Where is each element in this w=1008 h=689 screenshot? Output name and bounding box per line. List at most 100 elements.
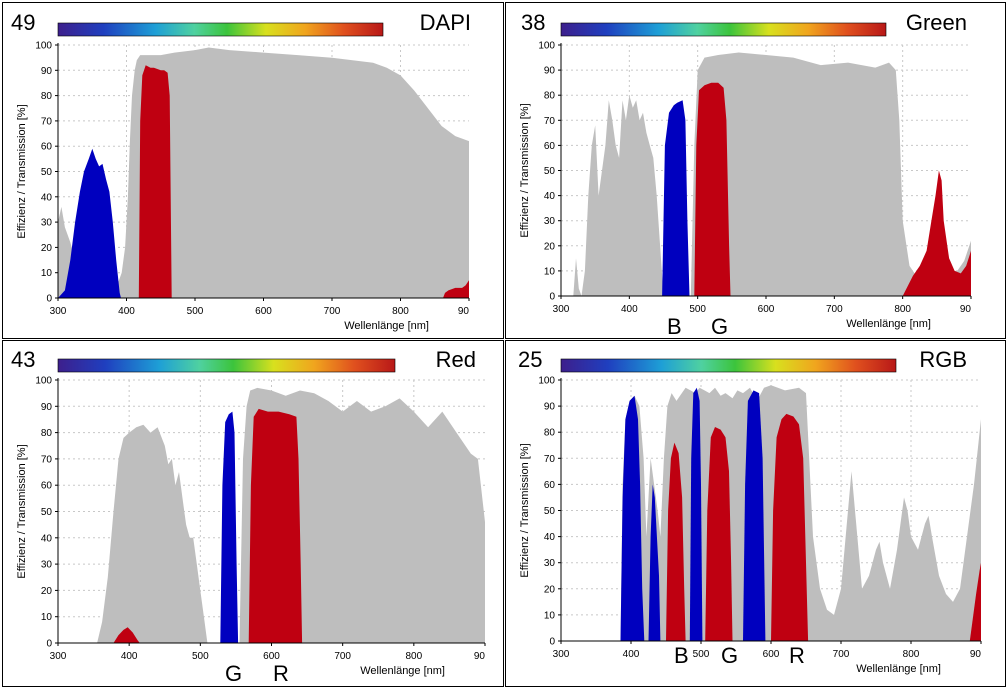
x-tick-label: 300 xyxy=(50,651,67,662)
x-tick-label: 90 xyxy=(960,304,972,315)
series-emission-red xyxy=(694,82,731,296)
series-emission-red xyxy=(248,408,303,643)
y-tick-label: 0 xyxy=(46,294,52,305)
y-tick-label: 10 xyxy=(41,268,53,279)
series-emission-red xyxy=(771,413,809,641)
chart-svg: 0 10 20 30 40 50 60 70 80 90 100 300 400 500 600 700 800… xyxy=(16,22,470,332)
x-tick-label: 800 xyxy=(894,304,911,315)
y-tick-label: 40 xyxy=(544,532,556,543)
y-tick-label: 40 xyxy=(41,533,53,544)
y-tick-label: 30 xyxy=(544,558,556,569)
y-tick-label: 100 xyxy=(35,376,52,387)
series-emission-red xyxy=(138,65,172,298)
chart-panel-rgb: 0 10 20 30 40 50 60 70 80 90 100 300 400 500 600 700 800… xyxy=(505,340,1006,687)
x-tick-label: 400 xyxy=(118,306,135,317)
x-tick-label: 600 xyxy=(255,306,272,317)
x-axis-label: Wellenlänge [nm] xyxy=(856,663,941,675)
y-tick-label: 80 xyxy=(41,428,53,439)
filter-name: Red xyxy=(435,347,476,372)
channel-label-g: G xyxy=(711,314,729,339)
x-tick-label: 700 xyxy=(833,649,850,660)
filter-number: 25 xyxy=(518,347,543,372)
y-axis-label: Effizienz / Transmission [%] xyxy=(16,104,28,238)
channel-label-b: B xyxy=(674,643,689,668)
channel-label-g: G xyxy=(225,661,243,686)
y-tick-label: 80 xyxy=(544,91,556,102)
y-tick-label: 0 xyxy=(549,637,555,648)
y-tick-label: 10 xyxy=(544,610,556,621)
series-transmission-gray xyxy=(573,52,971,296)
y-tick-label: 90 xyxy=(544,402,556,413)
y-tick-label: 30 xyxy=(41,560,53,571)
y-tick-label: 50 xyxy=(41,167,53,178)
y-tick-label: 50 xyxy=(544,506,556,517)
y-tick-label: 100 xyxy=(538,376,555,387)
filter-number: 38 xyxy=(521,10,546,35)
x-tick-label: 700 xyxy=(826,304,843,315)
chart-panel-dapi: 0 10 20 30 40 50 60 70 80 90 100 300 400 500 600 700 800… xyxy=(2,2,504,339)
y-tick-label: 60 xyxy=(544,141,556,152)
y-tick-label: 30 xyxy=(41,218,53,229)
y-tick-label: 90 xyxy=(41,66,53,77)
x-tick-label: 800 xyxy=(903,649,920,660)
y-tick-label: 20 xyxy=(41,586,53,597)
y-tick-label: 10 xyxy=(544,266,556,277)
spectrum-bar xyxy=(560,22,887,37)
x-axis-label: Wellenlänge [nm] xyxy=(360,665,445,677)
x-tick-label: 300 xyxy=(50,306,67,317)
series-emission-red xyxy=(705,427,733,641)
x-tick-label: 600 xyxy=(763,649,780,660)
y-tick-label: 0 xyxy=(549,292,555,303)
x-tick-label: 90 xyxy=(474,651,486,662)
y-tick-label: 100 xyxy=(538,41,555,52)
chart-svg: 0 10 20 30 40 50 60 70 80 90 100 300 400 500 600 700 800… xyxy=(519,22,972,330)
chart-panel-green: 0 10 20 30 40 50 60 70 80 90 100 300 400 500 600 700 800… xyxy=(505,2,1006,339)
y-axis-label: Effizienz / Transmission [%] xyxy=(519,443,531,577)
filter-name: RGB xyxy=(919,347,967,372)
x-tick-label: 400 xyxy=(621,304,638,315)
y-tick-label: 50 xyxy=(544,166,556,177)
x-tick-label: 600 xyxy=(263,651,280,662)
x-tick-label: 500 xyxy=(192,651,209,662)
x-tick-label: 700 xyxy=(324,306,341,317)
y-tick-label: 10 xyxy=(41,612,53,623)
series-transmission-gray xyxy=(58,47,469,298)
y-tick-label: 100 xyxy=(35,41,52,52)
filter-number: 43 xyxy=(11,347,36,372)
spectrum-bar xyxy=(57,22,384,37)
x-tick-label: 400 xyxy=(623,649,640,660)
chart-panel-red: 0 10 20 30 40 50 60 70 80 90 100 300 400 500 600 700 800… xyxy=(2,340,504,687)
y-tick-label: 20 xyxy=(544,584,556,595)
series-emission-red xyxy=(969,562,981,641)
chart-svg: 0 10 20 30 40 50 60 70 80 90 100 300 400 500 600 700 800… xyxy=(16,358,486,677)
y-tick-label: 90 xyxy=(41,402,53,413)
x-tick-label: 400 xyxy=(121,651,138,662)
series-excitation-blue xyxy=(620,395,645,641)
series-emission-red xyxy=(666,442,686,641)
y-axis-label: Effizienz / Transmission [%] xyxy=(519,103,531,237)
filter-number: 49 xyxy=(11,10,36,35)
y-tick-label: 70 xyxy=(41,116,53,127)
y-tick-label: 0 xyxy=(46,639,52,650)
series-emission-red xyxy=(113,627,140,643)
y-tick-label: 30 xyxy=(544,216,556,227)
x-tick-label: 600 xyxy=(758,304,775,315)
spectrum-bar xyxy=(560,358,897,373)
x-tick-label: 500 xyxy=(693,649,710,660)
y-tick-label: 20 xyxy=(544,241,556,252)
y-tick-label: 40 xyxy=(41,192,53,203)
x-tick-label: 90 xyxy=(458,306,470,317)
y-tick-label: 80 xyxy=(41,91,53,102)
x-tick-label: 800 xyxy=(392,306,409,317)
x-axis-label: Wellenlänge [nm] xyxy=(846,318,931,330)
y-tick-label: 60 xyxy=(41,142,53,153)
y-tick-label: 20 xyxy=(41,243,53,254)
series-excitation-blue xyxy=(58,148,121,298)
channel-label-r: R xyxy=(789,643,805,668)
y-tick-label: 70 xyxy=(544,454,556,465)
y-axis-label: Effizienz / Transmission [%] xyxy=(16,444,28,578)
x-axis-label: Wellenlänge [nm] xyxy=(344,320,429,332)
x-tick-label: 700 xyxy=(334,651,351,662)
y-tick-label: 60 xyxy=(41,481,53,492)
y-tick-label: 70 xyxy=(41,454,53,465)
